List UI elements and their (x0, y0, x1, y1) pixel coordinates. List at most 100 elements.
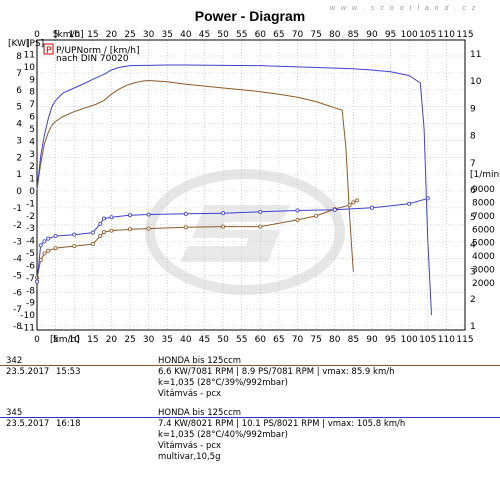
ps-tick-label: -10 (20, 311, 35, 321)
x-tick-label-top: 95 (385, 30, 396, 40)
rpm-point-345 (38, 243, 43, 248)
ps-tick-label: 5 (29, 125, 35, 135)
rpm-point-345 (407, 201, 412, 206)
right-ps-tick-label: 6 (470, 186, 476, 196)
rpm-tick-label: 3000 (472, 266, 495, 276)
x-tick-label-top: 35 (162, 30, 173, 40)
left-unit-ps: [PS] (26, 39, 44, 49)
svg-text:w w w . s c o o t l a n d . c: w w w . s c o o t l a n d . c z (330, 5, 477, 12)
x-tick-label-bottom: 75 (310, 335, 321, 345)
ps-tick-label: -2 (26, 212, 35, 222)
x-tick-label-bottom: 15 (87, 335, 98, 345)
x-tick-label-bottom: 105 (419, 335, 436, 345)
legend: P P/UPNorm / [km/h]nach DIN 70020 (43, 43, 140, 64)
ps-tick-label: -11 (20, 324, 35, 334)
rpm-tick-label: 5000 (472, 239, 495, 249)
right-ps-tick-label: 9 (470, 104, 476, 114)
rpm-curve-342 (36, 199, 358, 278)
right-ps-tick-label: 2 (470, 295, 476, 305)
left-unit-kw: [KW] (8, 39, 30, 49)
run-time: 15:53 (56, 367, 81, 377)
ps-tick-label: 6 (29, 113, 35, 123)
kw-tick-label: 7 (16, 69, 22, 79)
legend-box-label: P (46, 46, 52, 56)
axes: 0055101015152020252530303535404045455050… (8, 30, 500, 345)
kw-tick-label: -4 (13, 255, 22, 265)
run-id: 345 (6, 408, 23, 418)
run-date: 23.5.2017 (6, 419, 50, 429)
rpm-point-342 (101, 229, 106, 234)
rpm-tick-label: 6000 (472, 225, 495, 235)
right-ps-tick-label: 8 (470, 132, 476, 142)
x-tick-label-top: 85 (348, 30, 359, 40)
rpm-point-342 (351, 200, 356, 205)
rpm-point-342 (128, 227, 133, 232)
ps-tick-label: 3 (29, 150, 35, 160)
kw-tick-label: 0 (16, 187, 22, 197)
rpm-point-342 (314, 213, 319, 218)
x-tick-label-bottom: 40 (180, 335, 192, 345)
x-tick-label-bottom: 90 (366, 335, 378, 345)
rpm-point-345 (425, 196, 430, 201)
run-date: 23.5.2017 (6, 367, 50, 377)
ps-tick-label: 1 (29, 175, 35, 185)
x-tick-label-bottom: 95 (385, 335, 396, 345)
run-result: 6.6 KW/7081 RPM | 8.9 PS/7081 RPM | vmax… (158, 367, 395, 377)
right-ps-tick-label: 4 (470, 240, 476, 250)
chart-title: Power - Diagram (194, 8, 306, 24)
rpm-point-342 (347, 203, 352, 208)
kw-tick-label: -6 (13, 288, 22, 298)
rpm-point-342 (146, 226, 151, 231)
right-ps-tick-label: 1 (470, 322, 476, 332)
background-logo (145, 169, 345, 295)
rpm-tick-label: 8000 (472, 198, 495, 208)
x-tick-label-bottom: 0 (34, 335, 40, 345)
x-tick-label-bottom: 35 (162, 335, 173, 345)
ps-tick-label: -6 (26, 261, 35, 271)
x-tick-label-bottom: 55 (236, 335, 247, 345)
x-tick-label-bottom: 25 (124, 335, 135, 345)
run-model: HONDA bis 125ccm (158, 356, 242, 366)
kw-tick-label: 6 (16, 86, 22, 96)
rpm-point-342 (221, 224, 226, 229)
x-tick-label-bottom: 115 (456, 335, 473, 345)
rpm-point-345 (53, 233, 58, 238)
rpm-point-345 (35, 279, 40, 284)
rpm-point-342 (109, 228, 114, 233)
power-curve-342 (36, 79, 354, 272)
rpm-point-345 (128, 213, 133, 218)
x-tick-label-top: 55 (236, 30, 247, 40)
x-tick-label-bottom: 5 (53, 335, 59, 345)
rpm-point-342 (72, 244, 77, 249)
right-ps-tick-label: 11 (470, 50, 481, 60)
kw-tick-label: 5 (16, 103, 22, 113)
rpm-point-345 (369, 205, 374, 210)
legend-line-2: nach DIN 70020 (56, 54, 129, 64)
x-tick-label-top: 105 (419, 30, 436, 40)
right-ps-tick-label: 3 (470, 268, 476, 278)
x-tick-label-top: 50 (217, 30, 229, 40)
x-tick-label-bottom: 60 (255, 335, 267, 345)
rpm-point-345 (295, 208, 300, 213)
x-tick-label-top: 100 (401, 30, 418, 40)
run-result: 7.4 KW/8021 RPM | 10.1 PS/8021 RPM | vma… (158, 419, 406, 429)
x-tick-label-top: 25 (124, 30, 135, 40)
x-tick-label-bottom: 85 (348, 335, 359, 345)
x-tick-label-top: 65 (273, 30, 284, 40)
x-tick-label-top: 40 (180, 30, 192, 40)
x-tick-label-top: 115 (456, 30, 473, 40)
x-tick-label-top: 110 (438, 30, 455, 40)
curves (35, 64, 432, 316)
x-tick-label-top: 70 (292, 30, 304, 40)
kw-tick-label: -8 (13, 322, 22, 332)
ps-tick-label: -8 (26, 286, 35, 296)
x-tick-label-bottom: 10 (68, 335, 80, 345)
rpm-point-342 (355, 198, 360, 203)
right-ps-tick-label: 7 (470, 159, 476, 169)
ps-tick-label: 10 (24, 63, 36, 73)
legend-line-1: P/UPNorm / [km/h] (56, 46, 140, 56)
ps-tick-label: -7 (26, 274, 35, 284)
kw-tick-label: -5 (13, 271, 22, 281)
rpm-point-345 (98, 221, 103, 226)
x-tick-label-top: 10 (68, 30, 80, 40)
